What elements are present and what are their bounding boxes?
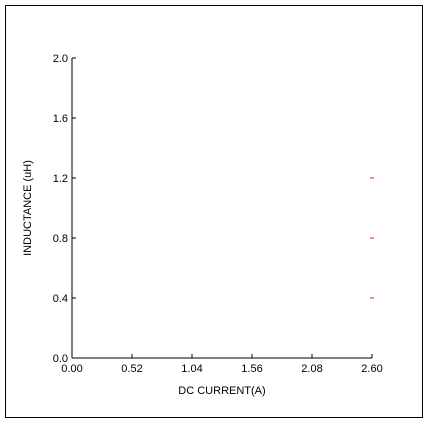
x-axis-label: DC CURRENT(A) (178, 385, 265, 397)
y-axis-label: INDUCTANCE (uH) (22, 160, 34, 256)
y-tick-label: 0.8 (53, 233, 68, 245)
x-tick-label: 1.56 (241, 363, 262, 375)
x-tick-label: 2.08 (301, 363, 322, 375)
x-tick-label: 2.60 (361, 363, 382, 375)
x-tick-label: 0.52 (121, 363, 142, 375)
y-axis-ticks: 0.0 0.4 0.8 1.2 1.6 2.0 (53, 53, 76, 365)
chart-frame (5, 5, 423, 418)
y-tick-label: 2.0 (53, 53, 68, 65)
axes (71, 58, 372, 359)
x-axis-ticks: 0.00 0.52 1.04 1.56 2.08 2.60 (61, 354, 383, 375)
y-tick-label: 1.6 (53, 113, 68, 125)
x-tick-label: 0.00 (61, 363, 82, 375)
y-tick-label: 0.4 (53, 293, 68, 305)
y-tick-label: 0.0 (53, 353, 68, 365)
y-tick-label: 1.2 (53, 173, 68, 185)
x-tick-label: 1.04 (181, 363, 202, 375)
data-points (370, 177, 374, 299)
